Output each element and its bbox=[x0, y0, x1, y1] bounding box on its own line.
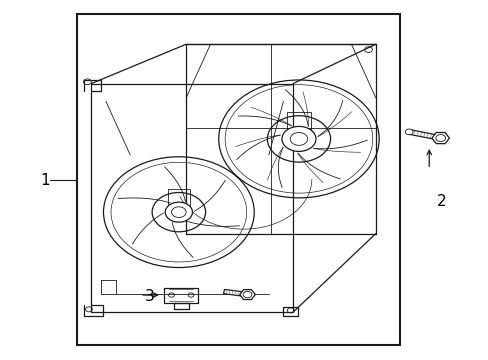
Bar bbox=[168, 189, 189, 206]
Bar bbox=[286, 112, 310, 132]
Bar bbox=[77, 14, 399, 345]
Circle shape bbox=[243, 291, 251, 298]
Circle shape bbox=[435, 135, 445, 141]
Circle shape bbox=[171, 207, 186, 217]
Text: 2: 2 bbox=[436, 194, 446, 209]
Circle shape bbox=[165, 202, 192, 222]
Text: 3: 3 bbox=[144, 289, 154, 303]
Polygon shape bbox=[407, 130, 445, 141]
Text: 1: 1 bbox=[40, 172, 50, 188]
Polygon shape bbox=[223, 289, 250, 297]
Circle shape bbox=[289, 132, 307, 145]
Circle shape bbox=[405, 129, 412, 135]
Circle shape bbox=[282, 126, 315, 152]
